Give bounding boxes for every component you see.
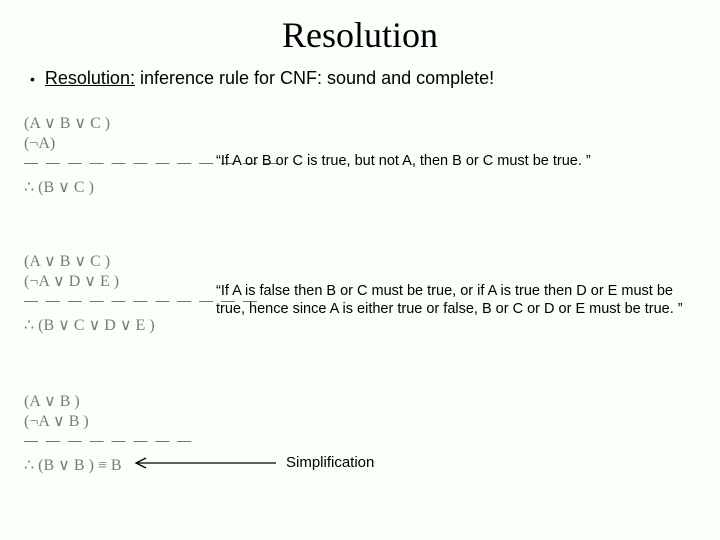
math3-premise-1: (A ∨ B ) — [24, 392, 193, 412]
math2-premise-1: (A ∨ B ∨ C ) — [24, 252, 259, 272]
quote-2: “If A is false then B or C must be true,… — [216, 282, 686, 318]
math2-conclusion: ∴ (B ∨ C ∨ D ∨ E ) — [24, 316, 259, 336]
math3-rule-line: — — — — — — — — — [24, 432, 193, 450]
math3-premise-2: (¬A ∨ B ) — [24, 412, 193, 432]
math1-premise-2: (¬A) — [24, 134, 281, 154]
slide: Resolution • Resolution: inference rule … — [0, 0, 720, 540]
slide-title: Resolution — [0, 0, 720, 62]
bullet-text: Resolution: inference rule for CNF: soun… — [45, 68, 494, 89]
arrow-left-icon — [128, 455, 278, 471]
simplification-annotation: Simplification — [128, 454, 374, 471]
simplification-label: Simplification — [286, 454, 374, 471]
math1-premise-1: (A ∨ B ∨ C ) — [24, 114, 281, 134]
bullet-rest: inference rule for CNF: sound and comple… — [135, 68, 494, 88]
quote-1: “If A or B or C is true, but not A, then… — [216, 152, 591, 170]
bullet-row: • Resolution: inference rule for CNF: so… — [0, 68, 720, 89]
bullet-underlined: Resolution: — [45, 68, 135, 88]
math1-conclusion: ∴ (B ∨ C ) — [24, 178, 281, 198]
bullet-dot-icon: • — [30, 70, 35, 88]
